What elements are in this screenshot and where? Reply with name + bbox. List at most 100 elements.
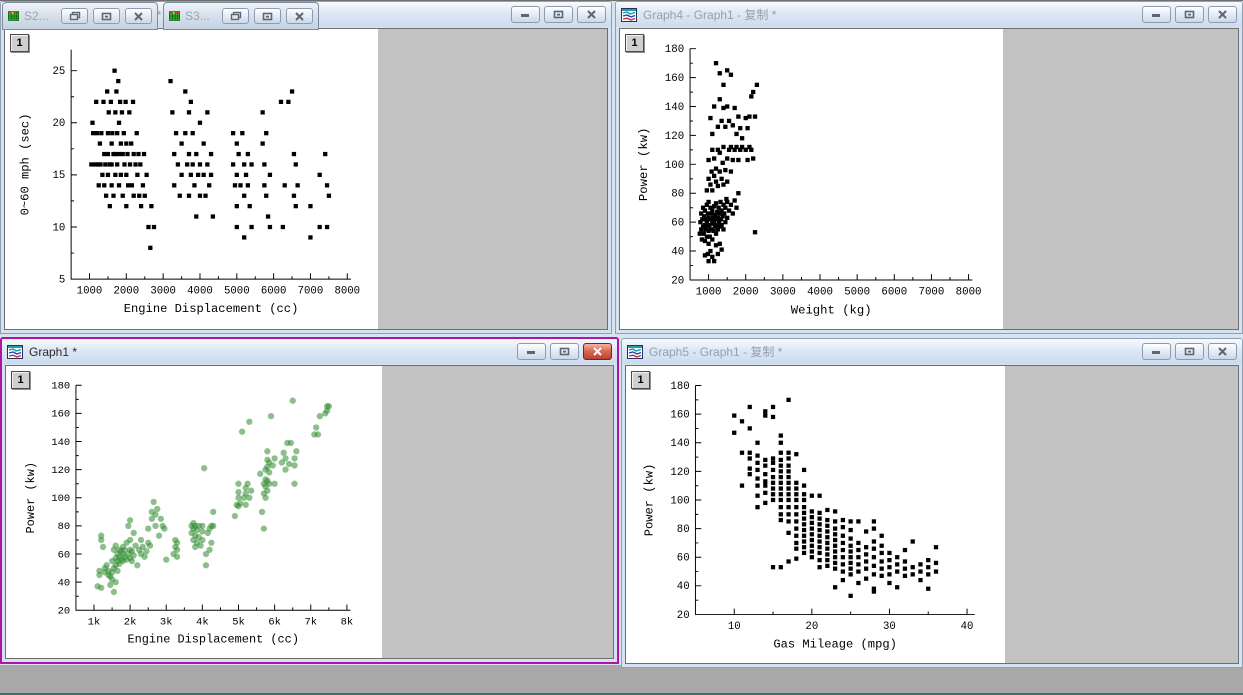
svg-text:15: 15: [52, 170, 65, 182]
restore-button[interactable]: [61, 8, 88, 24]
worksheet-icon: [8, 11, 19, 21]
restore-button[interactable]: [1175, 343, 1204, 360]
layer-1-badge[interactable]: 1: [631, 371, 650, 389]
svg-text:3000: 3000: [770, 287, 796, 299]
worksheet-icon: [169, 11, 180, 21]
minimize-icon: [521, 14, 529, 17]
svg-text:6000: 6000: [261, 286, 287, 298]
svg-text:8000: 8000: [956, 287, 982, 299]
scatter-plot-power-vs-displacement: 1k 2k 3k 4k 5k 6k 7k 8k 20 40 60 80 100 120 140 160 180 E…: [8, 370, 380, 656]
svg-text:7000: 7000: [919, 287, 945, 299]
svg-text:4000: 4000: [807, 287, 833, 299]
restore-button[interactable]: [1175, 6, 1204, 23]
svg-text:10: 10: [728, 621, 741, 633]
svg-text:180: 180: [665, 44, 684, 56]
svg-text:40: 40: [58, 577, 71, 589]
svg-text:20: 20: [58, 606, 71, 618]
close-button[interactable]: [583, 343, 612, 360]
restore-button[interactable]: [550, 343, 579, 360]
close-icon: [593, 347, 602, 356]
maximize-icon: [101, 12, 112, 20]
restore-icon: [559, 347, 570, 356]
minimize-button[interactable]: [1142, 6, 1171, 23]
graph-window-icon: [621, 7, 637, 22]
window-content: 1 1k 2k 3k 4k 5k 6k 7k 8k 20 40 60 80 100 120 140 160 18…: [5, 365, 614, 659]
svg-text:160: 160: [51, 409, 70, 421]
close-button[interactable]: [577, 6, 606, 23]
svg-text:80: 80: [677, 524, 690, 536]
minimize-icon: [1152, 351, 1160, 354]
svg-text:20: 20: [671, 275, 684, 287]
restore-button[interactable]: [544, 6, 573, 23]
graph-page: 1 1000 2000 3000 4000 5000 6000 7000 8000 20 40 60…: [620, 29, 1004, 329]
svg-text:2000: 2000: [114, 286, 140, 298]
close-button[interactable]: [286, 8, 313, 24]
svg-text:120: 120: [51, 465, 70, 477]
layer-1-badge[interactable]: 1: [10, 34, 29, 52]
svg-text:Engine Displacement (cc): Engine Displacement (cc): [124, 302, 299, 316]
svg-text:60: 60: [677, 553, 690, 565]
svg-text:Weight (kg): Weight (kg): [791, 303, 872, 317]
minimized-window-s3[interactable]: S3...: [163, 2, 319, 30]
svg-text:6k: 6k: [268, 617, 281, 629]
svg-text:Power (kw): Power (kw): [637, 128, 651, 202]
close-icon: [587, 10, 596, 19]
close-icon: [1218, 347, 1227, 356]
minimize-button[interactable]: [511, 6, 540, 23]
minimized-window-dock: [0, 665, 1243, 695]
restore-icon: [553, 10, 564, 19]
svg-text:160: 160: [665, 73, 684, 85]
close-button[interactable]: [1208, 6, 1237, 23]
graph-page: 1 1k 2k 3k 4k 5k 6k 7k 8k 20 40 60 80 100 120 140 160 18…: [6, 366, 383, 658]
restore-button[interactable]: [222, 8, 249, 24]
titlebar-graph4[interactable]: Graph4 - Graph1 - 复制 *: [616, 2, 1242, 27]
svg-text:100: 100: [670, 495, 689, 507]
svg-text:20: 20: [677, 610, 690, 622]
svg-text:Power (kw): Power (kw): [643, 464, 657, 537]
svg-text:6000: 6000: [881, 287, 907, 299]
close-button[interactable]: [1208, 343, 1237, 360]
svg-text:120: 120: [665, 131, 684, 143]
svg-text:5000: 5000: [224, 286, 250, 298]
close-icon: [295, 11, 304, 21]
window-content: 1 10 20 30 40 20 40 60 80 100 120 140 160 180 Gas Mil…: [625, 365, 1239, 664]
minimize-button[interactable]: [517, 343, 546, 360]
restore-icon: [1184, 347, 1195, 356]
svg-text:5000: 5000: [844, 287, 870, 299]
window-content: 1 1000 2000 3000 4000 5000 6000 7000 8000 5 10 15 2…: [4, 28, 608, 330]
svg-text:20: 20: [52, 118, 65, 130]
window-graph5: Graph5 - Graph1 - 复制 * 1 10 20 30 40 20 40 60 8…: [621, 338, 1243, 668]
close-icon: [134, 11, 143, 21]
svg-text:4000: 4000: [187, 286, 213, 298]
maximize-button[interactable]: [254, 8, 281, 24]
svg-text:60: 60: [671, 218, 684, 230]
scatter-plot-power-vs-weight: 1000 2000 3000 4000 5000 6000 7000 8000 20 40 60 80…: [622, 33, 1001, 327]
minimize-button[interactable]: [1142, 343, 1171, 360]
window-graph2: Graph2 - Graph1 - 复制 * 1 100020003000400…: [0, 1, 612, 334]
titlebar-graph1[interactable]: Graph1 *: [2, 339, 617, 364]
svg-text:5k: 5k: [232, 617, 245, 629]
window-title: Graph1 *: [29, 344, 78, 359]
restore-windows-icon: [69, 11, 80, 21]
svg-text:140: 140: [51, 437, 70, 449]
graph-window-icon: [627, 344, 643, 359]
window-title: Graph5 - Graph1 - 复制 *: [649, 345, 783, 359]
svg-text:80: 80: [58, 521, 71, 533]
minimize-icon: [527, 351, 535, 354]
restore-icon: [1184, 10, 1195, 19]
svg-text:Power (kw): Power (kw): [24, 462, 38, 533]
svg-text:1000: 1000: [77, 286, 103, 298]
close-button[interactable]: [125, 8, 152, 24]
svg-text:1000: 1000: [696, 287, 722, 299]
layer-1-badge[interactable]: 1: [625, 34, 644, 52]
svg-text:40: 40: [961, 621, 974, 633]
close-icon: [1218, 10, 1227, 19]
svg-text:100: 100: [665, 160, 684, 172]
layer-1-badge[interactable]: 1: [11, 371, 30, 389]
titlebar-graph5[interactable]: Graph5 - Graph1 - 复制 *: [622, 339, 1242, 364]
svg-text:140: 140: [670, 438, 689, 450]
maximize-button[interactable]: [93, 8, 120, 24]
minimized-window-s2[interactable]: S2...: [2, 2, 158, 30]
svg-text:3000: 3000: [150, 286, 176, 298]
